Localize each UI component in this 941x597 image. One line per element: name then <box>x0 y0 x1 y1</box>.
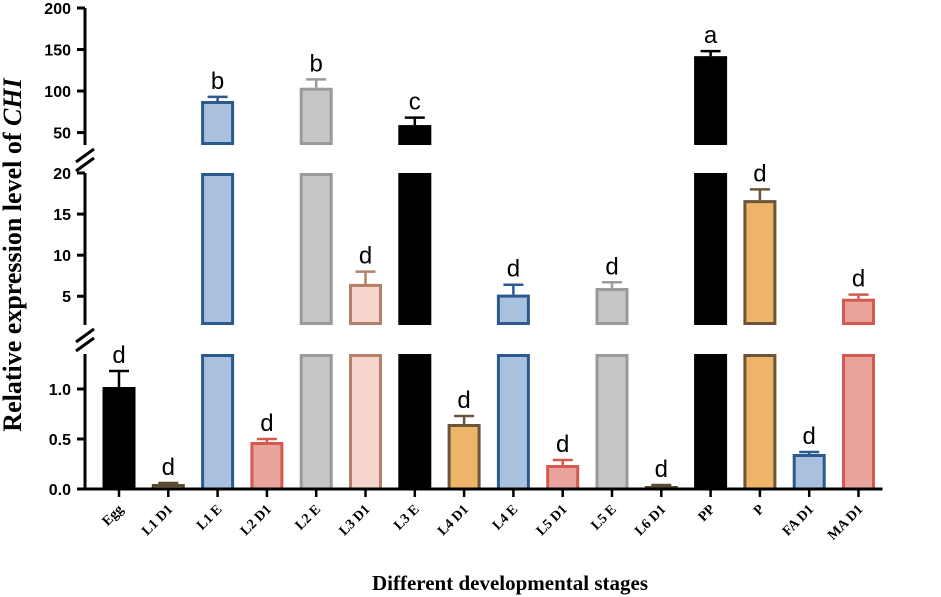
bar <box>792 454 826 491</box>
bar <box>398 173 432 325</box>
bar <box>595 288 629 326</box>
bar-group: d <box>151 454 185 491</box>
y-tick-label: 100 <box>44 84 71 101</box>
bars: d d b d b d c d d d d d a d d d <box>102 22 875 491</box>
bar-group: d <box>644 456 678 491</box>
x-tick-label: L3 D1 <box>337 502 374 539</box>
x-tick-label: L1 D1 <box>139 502 176 539</box>
x-axis: Egg L1 D1 L1 E L2 D1 L2 E L3 D1 L3 E L4 D1 L4 E L… <box>83 487 883 543</box>
significance-label: d <box>803 423 816 450</box>
y-tick-label: 0.5 <box>49 432 71 449</box>
significance-label: d <box>753 160 766 187</box>
bar <box>201 354 235 491</box>
y-tick-label: 50 <box>53 126 71 143</box>
bar <box>743 200 777 325</box>
bar-group: d <box>792 423 826 491</box>
bar <box>349 354 382 491</box>
significance-label: d <box>457 387 470 414</box>
y-tick-label: 15 <box>53 207 71 224</box>
y-axis-break-lower-mark <box>75 336 95 353</box>
bar-group: d <box>842 266 875 491</box>
y-tick-label: 0.0 <box>49 482 71 499</box>
bar-group: d <box>250 410 284 491</box>
bar <box>398 354 432 489</box>
significance-label: d <box>655 456 668 483</box>
bar-group: d <box>546 431 580 491</box>
x-tick-label: L2 D1 <box>238 502 275 539</box>
significance-label: d <box>260 410 273 437</box>
bar-group: d <box>496 256 530 491</box>
bar <box>743 354 777 491</box>
bar <box>299 173 333 325</box>
x-tick-label: Egg <box>100 502 127 529</box>
bar <box>842 354 875 491</box>
bar <box>201 173 235 325</box>
y-axis: 0.0 0.5 1.0 5 10 15 20 50 100 150 200 <box>44 1 95 499</box>
significance-label: b <box>211 68 224 95</box>
bar <box>496 294 530 326</box>
bar <box>201 100 235 146</box>
bar-group: d <box>743 160 777 491</box>
bar <box>398 125 432 145</box>
bar <box>694 56 728 145</box>
bar <box>496 354 530 491</box>
x-tick-label: P <box>751 502 768 519</box>
y-tick-label: 1.0 <box>49 382 71 399</box>
x-tick-label: MA D1 <box>825 502 866 543</box>
x-tick-label: L4 E <box>490 502 521 533</box>
x-tick-label: L6 D1 <box>632 502 669 539</box>
significance-label: d <box>162 454 175 481</box>
bar <box>694 173 728 325</box>
y-axis-break-upper-mark <box>75 147 95 164</box>
x-tick-label: L5 D1 <box>534 502 571 539</box>
bar-group: d <box>102 342 136 489</box>
y-tick-label: 200 <box>44 1 71 18</box>
bar-group: d <box>595 253 629 491</box>
bar-group: b <box>299 50 333 491</box>
y-tick-label: 10 <box>53 248 71 265</box>
bar <box>299 87 333 145</box>
y-axis-title-gene: CHI <box>0 77 27 126</box>
x-tick-label: PP <box>696 502 719 525</box>
x-tick-label: L5 E <box>589 502 620 533</box>
bar-group: a <box>694 22 728 489</box>
x-axis-title: Different developmental stages <box>372 571 648 595</box>
bar <box>595 354 629 491</box>
significance-label: a <box>704 22 718 49</box>
y-tick-label: 20 <box>53 166 71 183</box>
x-tick-label: L3 E <box>391 502 422 533</box>
significance-label: d <box>359 243 372 270</box>
x-tick-label: L2 E <box>293 502 324 533</box>
bar <box>447 424 481 491</box>
significance-label: d <box>556 431 569 458</box>
bar <box>842 298 875 325</box>
bar <box>102 387 136 489</box>
bar-group: d <box>349 243 382 491</box>
bar <box>546 465 580 491</box>
significance-label: d <box>112 342 125 369</box>
bar <box>299 354 333 491</box>
x-tick-label: L4 D1 <box>435 502 472 539</box>
significance-label: d <box>605 253 618 280</box>
bar-group: d <box>447 387 481 491</box>
y-axis-break-lower-mark <box>75 327 95 344</box>
significance-label: c <box>409 89 421 116</box>
significance-label: d <box>507 256 520 283</box>
y-axis-title-prefix: Relative expression level of <box>0 126 27 432</box>
x-tick-label: L1 E <box>194 502 225 533</box>
bar <box>250 442 284 491</box>
bar-group: c <box>398 89 432 489</box>
y-tick-label: 150 <box>44 43 71 60</box>
significance-label: b <box>310 50 323 77</box>
y-axis-title: Relative expression level of CHI <box>0 77 27 431</box>
y-axis-break-upper-mark <box>75 156 95 173</box>
significance-label: d <box>852 266 865 293</box>
bar <box>349 283 382 325</box>
bar <box>694 354 728 489</box>
x-tick-label: FA D1 <box>780 502 817 539</box>
y-tick-label: 5 <box>62 289 71 306</box>
bar-group: b <box>201 68 235 491</box>
